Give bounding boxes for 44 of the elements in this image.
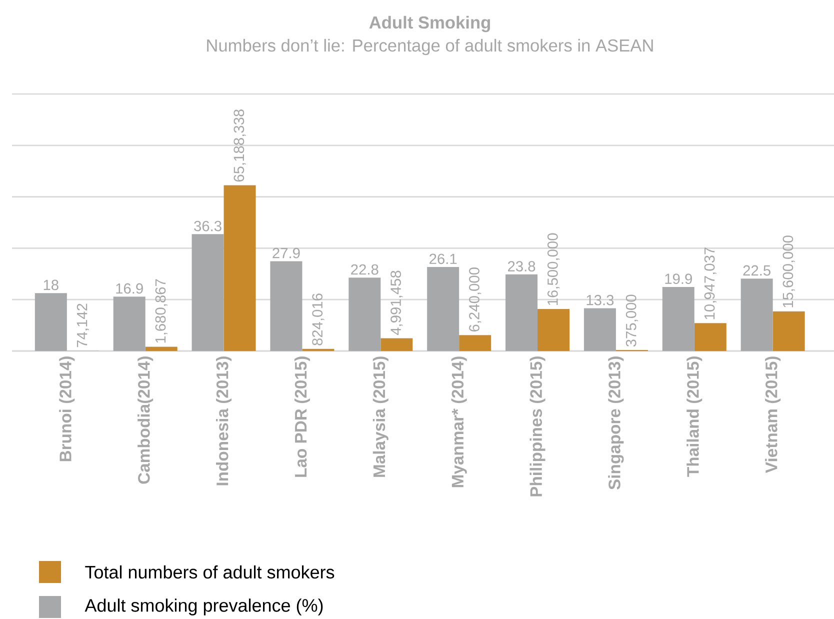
data-label: 26.1 [430,254,457,264]
data-label: 6,240,000 [469,268,482,332]
data-label: 375,000 [626,294,638,347]
data-label: 22.5 [743,265,770,276]
bar [427,267,460,351]
data-label: 18 [44,280,58,290]
bar [584,308,616,351]
legend-label: Total numbers of adult smokers [85,565,334,579]
bar [459,335,492,351]
bar [113,296,146,351]
data-label: 15,600,000 [782,236,795,308]
x-tick-label: Indonesia (2013) [216,356,232,486]
x-tick-label: Malaysia (2015) [372,356,388,477]
data-label: 13.3 [586,294,614,306]
x-tick-label: Philippines (2015) [530,356,546,496]
data-label: 23.8 [508,261,536,272]
data-label: 824,016 [312,294,324,346]
data-label: 10,947,037 [704,248,716,320]
x-tick-label: Myanmar* (2014) [451,356,467,488]
x-tick-label: Vietnam (2015) [765,356,781,473]
x-tick-label: Thailand (2015) [686,356,702,477]
bar [348,278,381,351]
legend-label: Adult smoking prevalence (%) [84,598,323,616]
x-tick-label: Lao PDR (2015) [294,356,310,477]
x-tick-label: Cambodia(2014) [138,356,154,484]
data-label: 74,142 [76,304,89,348]
chart-subtitle: Numbers don’t lie: Percentage of adult smokers in ASEAN [207,38,653,56]
bar [34,293,67,351]
data-label: 22.8 [351,264,378,275]
bar [662,286,694,351]
x-tick-label: Singapore (2013) [608,356,624,490]
data-label: 4,991,458 [390,270,403,336]
bar [380,338,413,351]
bar [270,261,302,351]
data-label: 19.9 [665,274,692,284]
x-tick-label: Brunoi (2014) [59,356,75,462]
chart-title: Adult Smoking [369,16,490,32]
data-label: 16.9 [116,283,143,294]
data-label: 36.3 [194,220,222,232]
data-label: 1,680,867 [155,279,168,343]
bar [145,346,178,351]
data-label: 27.9 [272,248,300,258]
data-label: 65,188,338 [234,110,246,182]
data-label: 16,500,000 [547,233,560,305]
